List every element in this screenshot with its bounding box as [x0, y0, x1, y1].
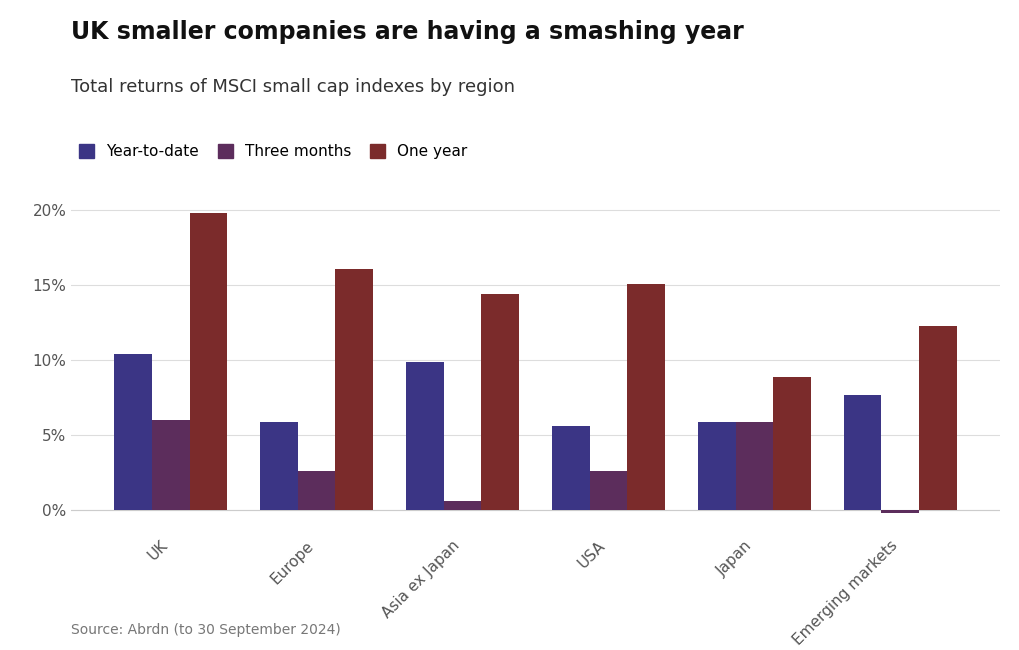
Bar — [627, 283, 664, 510]
Bar — [697, 422, 735, 510]
Bar — [843, 395, 880, 510]
Bar — [152, 421, 190, 510]
Bar — [259, 422, 298, 510]
Bar — [406, 362, 443, 510]
Bar — [443, 501, 481, 510]
Text: Total returns of MSCI small cap indexes by region: Total returns of MSCI small cap indexes … — [71, 78, 515, 96]
Text: Source: Abrdn (to 30 September 2024): Source: Abrdn (to 30 September 2024) — [71, 623, 340, 637]
Bar — [772, 377, 811, 510]
Bar — [481, 294, 519, 510]
Bar — [880, 510, 918, 514]
Bar — [735, 422, 772, 510]
Bar — [298, 471, 335, 510]
Legend: Year-to-date, Three months, One year: Year-to-date, Three months, One year — [78, 144, 467, 159]
Bar — [113, 354, 152, 510]
Text: UK smaller companies are having a smashing year: UK smaller companies are having a smashi… — [71, 20, 744, 44]
Bar — [335, 268, 373, 510]
Bar — [918, 326, 957, 510]
Bar — [551, 426, 589, 510]
Bar — [589, 471, 627, 510]
Bar — [190, 213, 227, 510]
